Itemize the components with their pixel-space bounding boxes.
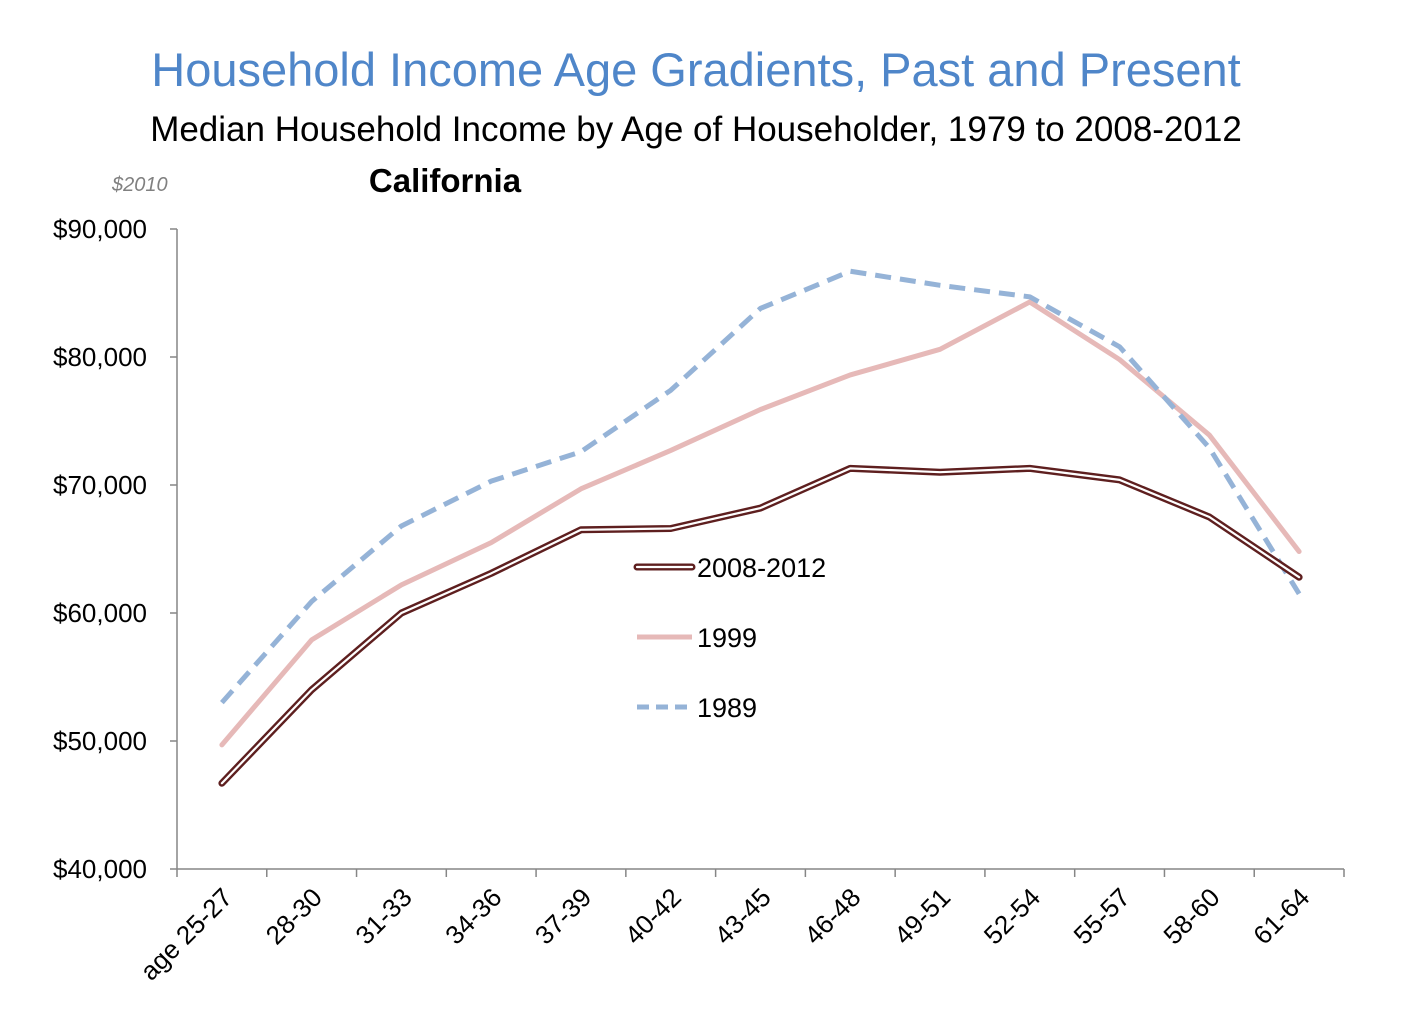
legend-label: 1989	[697, 693, 757, 723]
chart-subtitle: Median Household Income by Age of Househ…	[150, 110, 1242, 149]
series-lines	[218, 268, 1303, 787]
series-line-1989	[220, 268, 1302, 705]
y-tick-label: $70,000	[53, 470, 147, 500]
x-tick-label: 61-64	[1247, 882, 1315, 950]
legend-label: 1999	[697, 623, 757, 653]
y-tick-label: $60,000	[53, 598, 147, 628]
series-line-2008-2012	[218, 464, 1303, 787]
series-line-2008-2012-inner	[220, 467, 1301, 785]
y-tick-label: $80,000	[53, 342, 147, 372]
x-tick-label: 52-54	[978, 882, 1046, 950]
y-tick-label: $90,000	[53, 214, 147, 244]
legend-label: 2008-2012	[697, 553, 826, 583]
x-tick-label: 58-60	[1157, 882, 1225, 950]
chart-region: California	[368, 162, 522, 199]
x-tick-label: age 25-27	[134, 882, 238, 986]
x-tick-label: 40-42	[619, 882, 687, 950]
x-tick-label: 46-48	[798, 882, 866, 950]
series-line-1999	[219, 299, 1302, 748]
legend: 2008-2012 1999 1989	[633, 553, 826, 723]
legend-entry: 1999	[637, 623, 757, 653]
y-axis-ticks: $40,000 $50,000 $60,000 $70,000 $80,000 $90,0…	[53, 214, 177, 884]
x-tick-label: 37-39	[529, 882, 597, 950]
units-note: $2010	[112, 174, 168, 196]
x-tick-label: 49-51	[888, 882, 956, 950]
x-tick-label: 55-57	[1068, 882, 1136, 950]
x-tick-label: 34-36	[439, 882, 507, 950]
x-axis-ticks: age 25-27 28-30 31-33 34-36 37-39 40-42 43-45 4…	[134, 869, 1345, 986]
chart-title: Household Income Age Gradients, Past and…	[151, 43, 1241, 96]
y-tick-label: $40,000	[53, 854, 147, 884]
y-tick-label: $50,000	[53, 726, 147, 756]
x-tick-label: 31-33	[349, 882, 417, 950]
legend-entry: 2008-2012	[633, 553, 826, 583]
x-tick-label: 28-30	[260, 882, 328, 950]
legend-entry: 1989	[637, 693, 757, 723]
x-tick-label: 43-45	[709, 882, 777, 950]
axes	[176, 229, 1344, 870]
